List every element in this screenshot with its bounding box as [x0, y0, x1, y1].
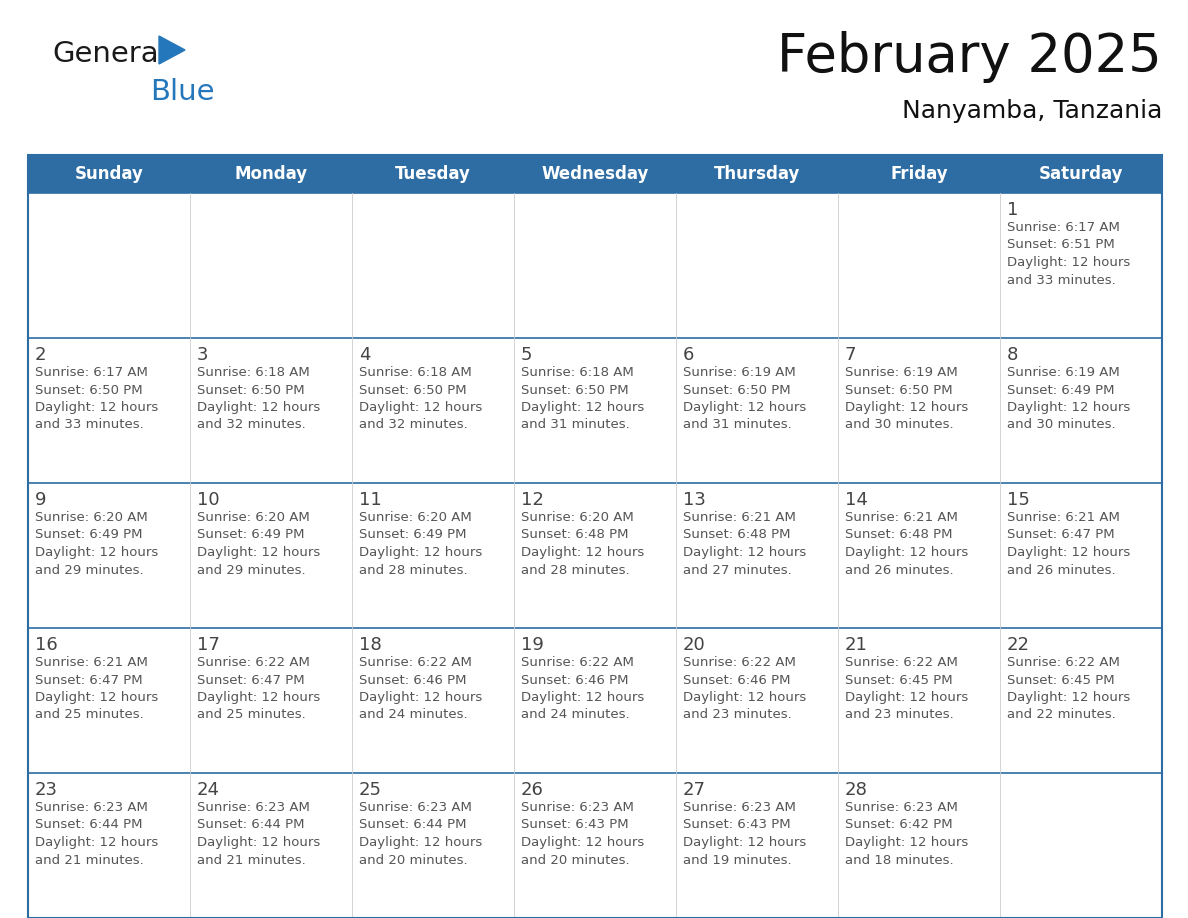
Text: 16: 16 — [34, 636, 58, 654]
Text: Sunrise: 6:22 AM
Sunset: 6:45 PM
Daylight: 12 hours
and 23 minutes.: Sunrise: 6:22 AM Sunset: 6:45 PM Dayligh… — [845, 656, 968, 722]
Text: Monday: Monday — [234, 165, 308, 183]
Text: Sunrise: 6:23 AM
Sunset: 6:43 PM
Daylight: 12 hours
and 19 minutes.: Sunrise: 6:23 AM Sunset: 6:43 PM Dayligh… — [683, 801, 807, 867]
Text: Blue: Blue — [150, 78, 215, 106]
Text: Sunday: Sunday — [75, 165, 144, 183]
Bar — [29, 628, 1162, 773]
Bar — [29, 773, 1162, 918]
Polygon shape — [159, 36, 185, 64]
Text: 13: 13 — [683, 491, 706, 509]
Text: 24: 24 — [197, 781, 220, 799]
Text: February 2025: February 2025 — [777, 31, 1162, 83]
Text: Sunrise: 6:21 AM
Sunset: 6:47 PM
Daylight: 12 hours
and 25 minutes.: Sunrise: 6:21 AM Sunset: 6:47 PM Dayligh… — [34, 656, 158, 722]
Bar — [29, 338, 1162, 483]
Text: Sunrise: 6:23 AM
Sunset: 6:44 PM
Daylight: 12 hours
and 21 minutes.: Sunrise: 6:23 AM Sunset: 6:44 PM Dayligh… — [34, 801, 158, 867]
Text: Sunrise: 6:18 AM
Sunset: 6:50 PM
Daylight: 12 hours
and 31 minutes.: Sunrise: 6:18 AM Sunset: 6:50 PM Dayligh… — [522, 366, 644, 431]
Text: 8: 8 — [1007, 346, 1018, 364]
Text: 27: 27 — [683, 781, 706, 799]
Text: 26: 26 — [522, 781, 544, 799]
Text: Sunrise: 6:22 AM
Sunset: 6:46 PM
Daylight: 12 hours
and 24 minutes.: Sunrise: 6:22 AM Sunset: 6:46 PM Dayligh… — [359, 656, 482, 722]
Text: 12: 12 — [522, 491, 544, 509]
Text: 22: 22 — [1007, 636, 1030, 654]
Text: Sunrise: 6:20 AM
Sunset: 6:49 PM
Daylight: 12 hours
and 29 minutes.: Sunrise: 6:20 AM Sunset: 6:49 PM Dayligh… — [197, 511, 321, 577]
Text: Friday: Friday — [890, 165, 948, 183]
Text: Sunrise: 6:20 AM
Sunset: 6:49 PM
Daylight: 12 hours
and 28 minutes.: Sunrise: 6:20 AM Sunset: 6:49 PM Dayligh… — [359, 511, 482, 577]
Text: Sunrise: 6:19 AM
Sunset: 6:50 PM
Daylight: 12 hours
and 31 minutes.: Sunrise: 6:19 AM Sunset: 6:50 PM Dayligh… — [683, 366, 807, 431]
Text: Sunrise: 6:22 AM
Sunset: 6:47 PM
Daylight: 12 hours
and 25 minutes.: Sunrise: 6:22 AM Sunset: 6:47 PM Dayligh… — [197, 656, 321, 722]
Text: Sunrise: 6:21 AM
Sunset: 6:48 PM
Daylight: 12 hours
and 26 minutes.: Sunrise: 6:21 AM Sunset: 6:48 PM Dayligh… — [845, 511, 968, 577]
Text: Sunrise: 6:23 AM
Sunset: 6:43 PM
Daylight: 12 hours
and 20 minutes.: Sunrise: 6:23 AM Sunset: 6:43 PM Dayligh… — [522, 801, 644, 867]
Text: 25: 25 — [359, 781, 383, 799]
Text: Sunrise: 6:22 AM
Sunset: 6:45 PM
Daylight: 12 hours
and 22 minutes.: Sunrise: 6:22 AM Sunset: 6:45 PM Dayligh… — [1007, 656, 1130, 722]
Text: Sunrise: 6:23 AM
Sunset: 6:44 PM
Daylight: 12 hours
and 21 minutes.: Sunrise: 6:23 AM Sunset: 6:44 PM Dayligh… — [197, 801, 321, 867]
Text: Wednesday: Wednesday — [542, 165, 649, 183]
Bar — [29, 193, 1162, 338]
Text: 15: 15 — [1007, 491, 1030, 509]
Text: 4: 4 — [359, 346, 371, 364]
Text: 1: 1 — [1007, 201, 1018, 219]
Text: Sunrise: 6:18 AM
Sunset: 6:50 PM
Daylight: 12 hours
and 32 minutes.: Sunrise: 6:18 AM Sunset: 6:50 PM Dayligh… — [197, 366, 321, 431]
Text: Sunrise: 6:19 AM
Sunset: 6:50 PM
Daylight: 12 hours
and 30 minutes.: Sunrise: 6:19 AM Sunset: 6:50 PM Dayligh… — [845, 366, 968, 431]
Text: 21: 21 — [845, 636, 868, 654]
Text: 10: 10 — [197, 491, 220, 509]
Text: 23: 23 — [34, 781, 58, 799]
Text: Sunrise: 6:21 AM
Sunset: 6:48 PM
Daylight: 12 hours
and 27 minutes.: Sunrise: 6:21 AM Sunset: 6:48 PM Dayligh… — [683, 511, 807, 577]
Text: 3: 3 — [197, 346, 209, 364]
Text: 9: 9 — [34, 491, 46, 509]
Text: Nanyamba, Tanzania: Nanyamba, Tanzania — [902, 99, 1162, 123]
Text: 20: 20 — [683, 636, 706, 654]
Text: 18: 18 — [359, 636, 381, 654]
Text: Tuesday: Tuesday — [396, 165, 470, 183]
Bar — [29, 155, 1162, 918]
Text: General: General — [52, 40, 166, 68]
Text: Sunrise: 6:21 AM
Sunset: 6:47 PM
Daylight: 12 hours
and 26 minutes.: Sunrise: 6:21 AM Sunset: 6:47 PM Dayligh… — [1007, 511, 1130, 577]
Text: Sunrise: 6:17 AM
Sunset: 6:51 PM
Daylight: 12 hours
and 33 minutes.: Sunrise: 6:17 AM Sunset: 6:51 PM Dayligh… — [1007, 221, 1130, 286]
Text: Sunrise: 6:23 AM
Sunset: 6:42 PM
Daylight: 12 hours
and 18 minutes.: Sunrise: 6:23 AM Sunset: 6:42 PM Dayligh… — [845, 801, 968, 867]
Text: 11: 11 — [359, 491, 381, 509]
Text: Sunrise: 6:20 AM
Sunset: 6:49 PM
Daylight: 12 hours
and 29 minutes.: Sunrise: 6:20 AM Sunset: 6:49 PM Dayligh… — [34, 511, 158, 577]
Text: Sunrise: 6:19 AM
Sunset: 6:49 PM
Daylight: 12 hours
and 30 minutes.: Sunrise: 6:19 AM Sunset: 6:49 PM Dayligh… — [1007, 366, 1130, 431]
Text: Sunrise: 6:20 AM
Sunset: 6:48 PM
Daylight: 12 hours
and 28 minutes.: Sunrise: 6:20 AM Sunset: 6:48 PM Dayligh… — [522, 511, 644, 577]
Bar — [29, 155, 1162, 193]
Text: 5: 5 — [522, 346, 532, 364]
Text: 17: 17 — [197, 636, 220, 654]
Text: Thursday: Thursday — [714, 165, 801, 183]
Bar — [29, 483, 1162, 628]
Text: Sunrise: 6:22 AM
Sunset: 6:46 PM
Daylight: 12 hours
and 23 minutes.: Sunrise: 6:22 AM Sunset: 6:46 PM Dayligh… — [683, 656, 807, 722]
Text: 19: 19 — [522, 636, 544, 654]
Text: Sunrise: 6:22 AM
Sunset: 6:46 PM
Daylight: 12 hours
and 24 minutes.: Sunrise: 6:22 AM Sunset: 6:46 PM Dayligh… — [522, 656, 644, 722]
Text: Saturday: Saturday — [1038, 165, 1123, 183]
Text: 2: 2 — [34, 346, 46, 364]
Text: Sunrise: 6:23 AM
Sunset: 6:44 PM
Daylight: 12 hours
and 20 minutes.: Sunrise: 6:23 AM Sunset: 6:44 PM Dayligh… — [359, 801, 482, 867]
Text: Sunrise: 6:18 AM
Sunset: 6:50 PM
Daylight: 12 hours
and 32 minutes.: Sunrise: 6:18 AM Sunset: 6:50 PM Dayligh… — [359, 366, 482, 431]
Text: Sunrise: 6:17 AM
Sunset: 6:50 PM
Daylight: 12 hours
and 33 minutes.: Sunrise: 6:17 AM Sunset: 6:50 PM Dayligh… — [34, 366, 158, 431]
Text: 7: 7 — [845, 346, 857, 364]
Text: 14: 14 — [845, 491, 868, 509]
Text: 6: 6 — [683, 346, 694, 364]
Text: 28: 28 — [845, 781, 868, 799]
